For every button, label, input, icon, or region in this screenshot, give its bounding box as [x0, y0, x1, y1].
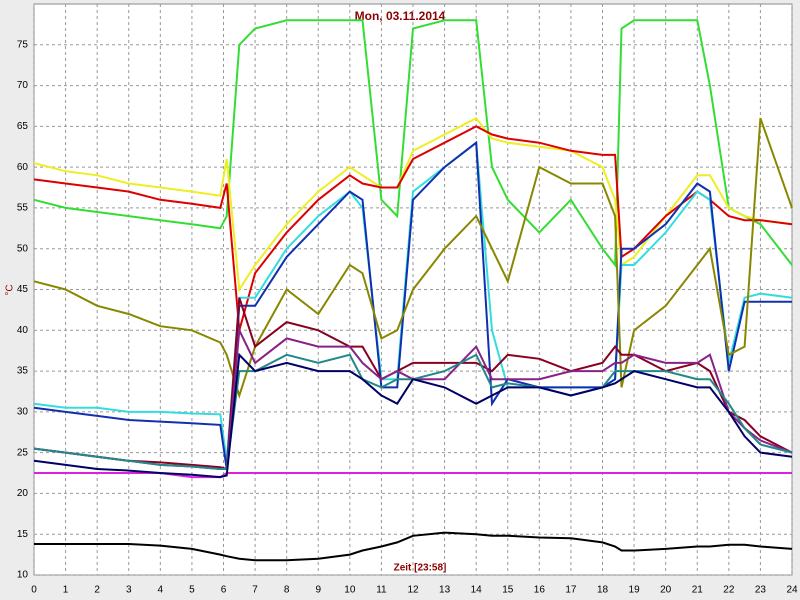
- series-line: [33, 116, 793, 293]
- x-tick-label: 1: [63, 585, 69, 596]
- series-line: [33, 19, 793, 268]
- x-tick-label: 23: [755, 585, 767, 596]
- x-tick-label: 2: [94, 585, 100, 596]
- y-tick-label: 55: [17, 203, 29, 214]
- x-tick-label: 18: [597, 585, 609, 596]
- y-tick-label: 70: [17, 80, 29, 91]
- series-line: [33, 140, 793, 461]
- x-tick-label: 13: [439, 585, 451, 596]
- y-tick-label: 50: [17, 243, 29, 254]
- x-tick-label: 4: [158, 585, 164, 596]
- x-axis-label: Zeit [23:58]: [394, 563, 447, 574]
- series-line: [33, 140, 792, 470]
- y-tick-label: 25: [17, 447, 29, 458]
- y-tick-label: 20: [17, 488, 29, 499]
- series-line: [34, 472, 792, 479]
- chart-title: Mon, 03.11.2014: [355, 9, 446, 23]
- x-tick-label: 17: [565, 585, 577, 596]
- x-tick-label: 8: [284, 585, 290, 596]
- x-tick-label: 21: [692, 585, 704, 596]
- y-tick-label: 65: [17, 121, 29, 132]
- x-tick-label: 0: [31, 585, 37, 596]
- y-tick-label: 45: [17, 284, 29, 295]
- series-line: [33, 353, 793, 470]
- y-tick-label: 60: [17, 162, 29, 173]
- series-line: [33, 297, 793, 471]
- series-line: [33, 352, 793, 479]
- x-tick-label: 5: [189, 585, 195, 596]
- x-tick-label: 20: [660, 585, 672, 596]
- x-tick-label: 16: [534, 585, 546, 596]
- x-tick-label: 12: [407, 585, 419, 596]
- y-tick-label: 40: [17, 325, 29, 336]
- y-axis-label: °C: [5, 284, 16, 295]
- x-tick-label: 6: [221, 585, 227, 596]
- x-tick-label: 9: [315, 585, 321, 596]
- y-tick-label: 30: [17, 406, 29, 417]
- x-tick-label: 3: [126, 585, 132, 596]
- x-tick-label: 14: [471, 585, 483, 596]
- y-tick-label: 15: [17, 529, 29, 540]
- x-tick-label: 11: [376, 585, 387, 596]
- series-line: [34, 531, 793, 562]
- x-tick-label: 10: [344, 585, 356, 596]
- x-tick-label: 7: [252, 585, 258, 596]
- x-tick-label: 15: [502, 585, 514, 596]
- y-tick-label: 75: [17, 39, 29, 50]
- x-tick-label: 19: [629, 585, 641, 596]
- series-line: [33, 117, 793, 399]
- x-tick-label: 24: [786, 585, 798, 596]
- y-tick-label: 35: [17, 366, 29, 377]
- x-tick-label: 22: [723, 585, 735, 596]
- y-tick-label: 10: [17, 570, 29, 581]
